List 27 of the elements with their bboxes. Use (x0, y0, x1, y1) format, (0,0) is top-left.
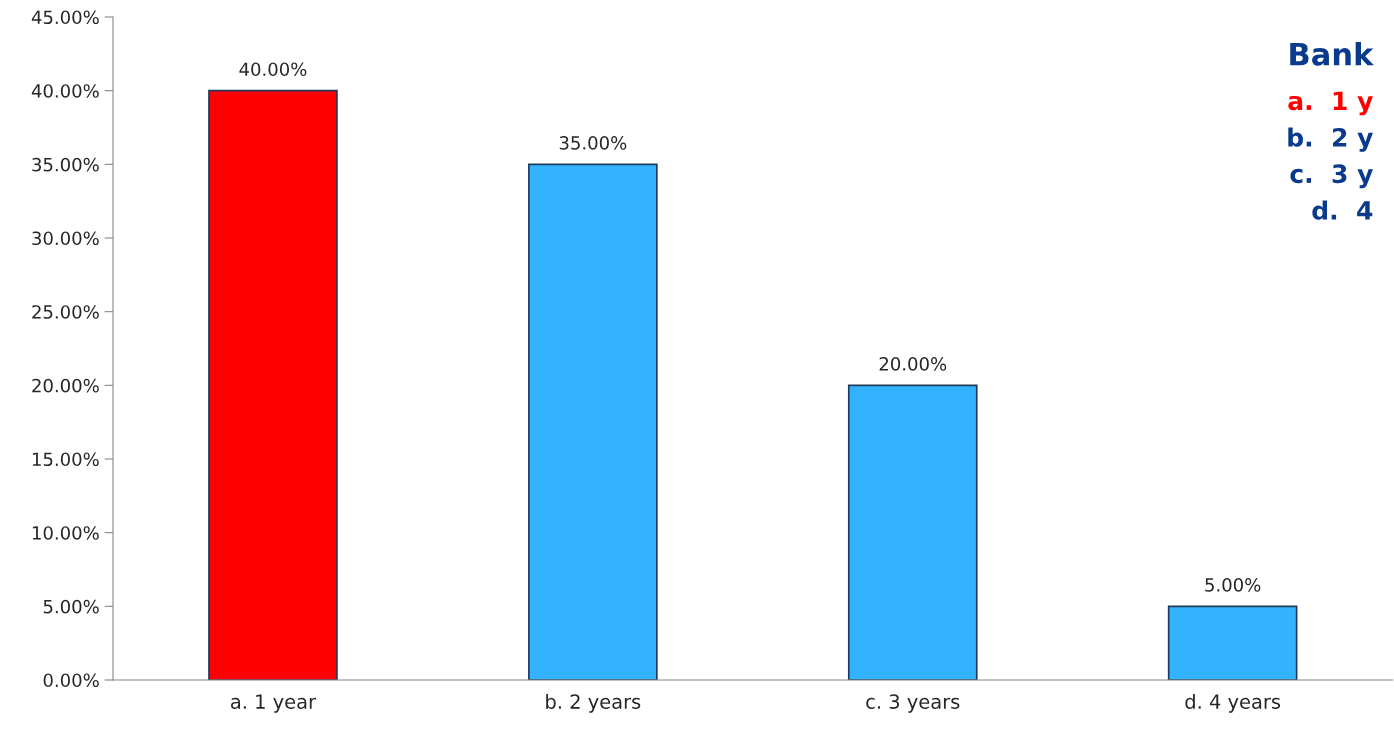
bar (1167, 605, 1298, 680)
annotation: b. 2 y (1288, 127, 1373, 152)
data-label: 40.00% (239, 62, 307, 77)
annotation: d. 4 (1312, 200, 1373, 220)
y-tick-label: 35.00% (32, 157, 99, 172)
x-tick-label: b. 2 years (546, 693, 641, 713)
annotation: Bank (1290, 41, 1374, 66)
bar (528, 163, 658, 680)
data-label: 35.00% (559, 136, 627, 150)
bar (847, 384, 978, 680)
data-label: 5.00% (1205, 578, 1261, 592)
y-tick-label: 20.00% (32, 378, 99, 393)
y-tick-label: 15.00% (32, 452, 99, 467)
data-label: 20.00% (879, 357, 947, 371)
x-tick-label: c. 3 years (866, 694, 960, 713)
bar (208, 89, 338, 680)
y-tick-label: 30.00% (32, 231, 99, 246)
y-tick-label: 0.00% (43, 673, 99, 688)
y-tick-label: 10.00% (32, 526, 99, 540)
x-tick-label: d. 4 years (1185, 693, 1281, 713)
y-tick-label: 5.00% (43, 599, 99, 614)
y-tick-label: 25.00% (32, 305, 99, 319)
annotation: c. 3 y (1290, 164, 1373, 189)
annotation: a. 1 y (1288, 91, 1373, 116)
y-tick-label: 45.00% (31, 10, 99, 25)
x-tick-label: a. 1 year (231, 694, 317, 713)
y-tick-label: 40.00% (31, 84, 99, 98)
